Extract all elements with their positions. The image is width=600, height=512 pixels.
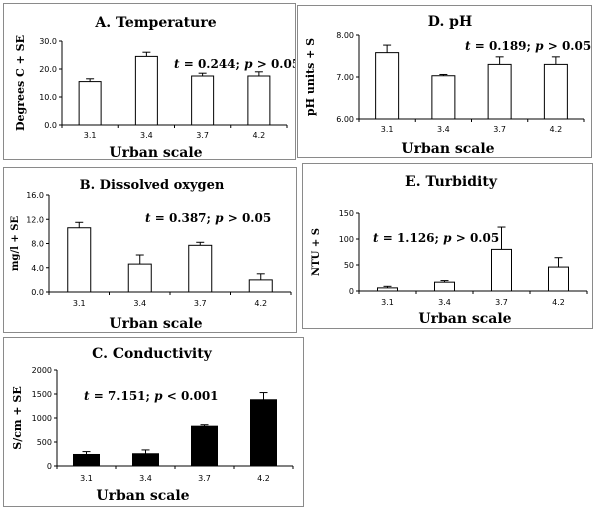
bar: [377, 287, 398, 292]
bar: [73, 453, 100, 467]
bar: [250, 399, 277, 467]
bar: [134, 55, 158, 126]
x-tick-label: 4.2: [550, 125, 563, 134]
bar: [487, 63, 512, 120]
x-tick-label: 3.7: [196, 131, 209, 140]
stat-annotation: t = 1.126; p > 0.05: [373, 231, 499, 245]
stat-annotation: t = 0.387; p > 0.05: [145, 211, 271, 225]
bar: [127, 263, 152, 293]
y-tick-label: 1000: [32, 414, 52, 423]
x-tick-label: 3.7: [495, 298, 508, 307]
y-tick-label: 4.0: [31, 264, 44, 273]
x-tick-label: 4.2: [254, 299, 267, 308]
chart-title: E. Turbidity: [405, 174, 498, 190]
y-tick-label: 7.00: [336, 73, 354, 82]
bar: [434, 281, 455, 292]
stat-annotation: t = 0.189; p > 0.05: [465, 39, 591, 53]
chart-ph: D. pH pH units + S Urban scale 6.00 7.00 8.00…: [304, 14, 591, 157]
bar: [78, 81, 102, 126]
x-tick-label: 3.1: [381, 125, 394, 134]
chart-panel-ph: D. pH pH units + S Urban scale 6.00 7.00 8.00…: [297, 5, 592, 158]
chart-temperature: A. Temperature Degrees C + SE Urban scale 0…: [14, 15, 295, 159]
x-tick-label: 3.1: [80, 474, 93, 483]
x-tick-label: 4.2: [257, 474, 270, 483]
bar: [431, 75, 456, 120]
x-tick-label: 3.4: [139, 474, 152, 483]
x-tick-label: 3.7: [493, 125, 506, 134]
y-tick-label: 150: [339, 209, 354, 218]
chart-panel-conductivity: C. Conductivity S/cm + SE Urban scale 0 500 1…: [3, 337, 304, 507]
y-tick-label: 0: [349, 287, 354, 296]
chart-panel-temperature: A. Temperature Degrees C + SE Urban scale 0…: [3, 3, 296, 160]
y-tick-label: 30.0: [39, 37, 57, 46]
x-tick-label: 4.2: [552, 298, 565, 307]
chart-panel-dissolved-oxygen: B. Dissolved oxygen mg/l + SE Urban scale 0…: [3, 167, 297, 333]
y-axis-label: S/cm + SE: [11, 386, 24, 450]
x-axis-label: Urban scale: [109, 316, 202, 332]
x-axis-label: Urban scale: [401, 141, 494, 157]
bar: [191, 75, 215, 126]
x-tick-label: 3.4: [438, 298, 451, 307]
bar: [188, 244, 213, 293]
y-tick-label: 0.0: [31, 288, 44, 297]
bar: [67, 227, 92, 293]
y-tick-label: 8.00: [336, 31, 354, 40]
chart-dissolved-oxygen: B. Dissolved oxygen mg/l + SE Urban scale 0…: [10, 178, 292, 332]
y-tick-label: 6.00: [336, 115, 354, 124]
chart-title: A. Temperature: [94, 15, 216, 31]
x-tick-label: 3.7: [198, 474, 211, 483]
x-axis-label: Urban scale: [96, 488, 189, 504]
bar: [132, 453, 159, 467]
y-tick-label: 2000: [32, 366, 52, 375]
chart-conductivity: C. Conductivity S/cm + SE Urban scale 0 500 1…: [11, 346, 294, 504]
y-axis-label: NTU + S: [311, 228, 322, 276]
chart-title: D. pH: [428, 14, 472, 30]
y-tick-label: 500: [37, 438, 52, 447]
y-tick-label: 10.0: [39, 93, 57, 102]
x-tick-label: 3.1: [84, 131, 97, 140]
y-tick-label: 0.0: [44, 121, 57, 130]
x-tick-label: 3.1: [73, 299, 86, 308]
bar: [375, 52, 400, 120]
bar: [247, 75, 271, 126]
y-tick-label: 100: [339, 235, 354, 244]
bar: [248, 279, 273, 293]
chart-turbidity: E. Turbidity NTU + S Urban scale 0 50 100 150 3…: [311, 174, 588, 327]
x-tick-label: 3.1: [381, 298, 394, 307]
y-tick-label: 8.0: [31, 240, 44, 249]
y-tick-label: 50: [344, 261, 354, 270]
stat-annotation: t = 7.151; p < 0.001: [84, 389, 219, 403]
x-tick-label: 3.4: [133, 299, 146, 308]
y-tick-label: 0: [47, 462, 52, 471]
x-tick-label: 3.4: [140, 131, 153, 140]
bar: [548, 266, 569, 292]
y-tick-label: 12.0: [26, 215, 44, 224]
x-tick-label: 4.2: [253, 131, 266, 140]
y-tick-label: 16.0: [26, 191, 44, 200]
x-tick-label: 3.7: [194, 299, 207, 308]
chart-title: B. Dissolved oxygen: [80, 178, 225, 193]
x-axis-label: Urban scale: [418, 311, 511, 327]
y-tick-label: 1500: [32, 390, 52, 399]
y-axis-label: pH units + S: [304, 38, 317, 116]
stat-annotation: t = 0.244; p > 0.05: [174, 57, 295, 71]
chart-panel-turbidity: E. Turbidity NTU + S Urban scale 0 50 100 150 3…: [302, 163, 593, 329]
y-tick-label: 20.0: [39, 65, 57, 74]
bar: [543, 63, 568, 120]
bar: [491, 248, 512, 292]
y-axis-label: Degrees C + SE: [14, 35, 27, 131]
y-axis-label: mg/l + SE: [10, 216, 21, 272]
chart-title: C. Conductivity: [92, 346, 213, 362]
bar: [191, 425, 218, 467]
x-tick-label: 3.4: [437, 125, 450, 134]
x-axis-label: Urban scale: [109, 145, 202, 159]
